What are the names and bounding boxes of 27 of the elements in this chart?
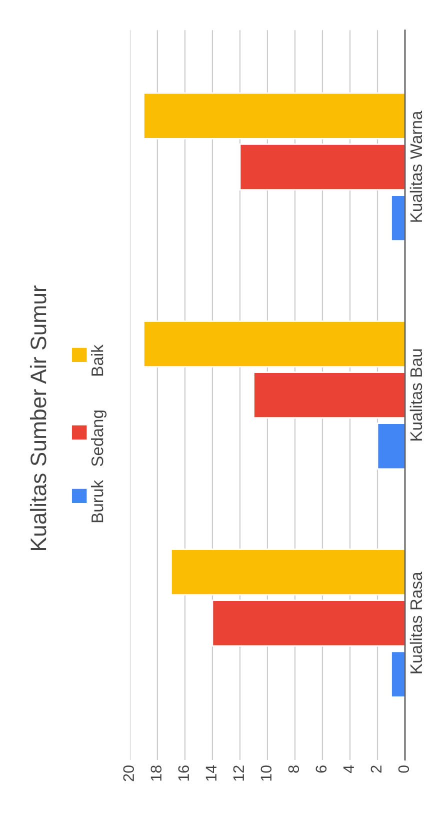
x-tick-label: 4 <box>343 765 354 773</box>
x-tick-label: 18 <box>150 766 162 781</box>
bar <box>253 372 405 419</box>
bar <box>212 600 405 647</box>
text: Kualitas Sumber Air Sumur <box>30 285 46 550</box>
bar <box>170 548 405 596</box>
y-tick-label: Kualitas Bau <box>410 349 422 440</box>
bar <box>376 422 405 470</box>
x-tick-label: 0 <box>398 765 410 773</box>
y-tick-label: Kualitas Rasa <box>410 572 422 674</box>
x-tick-label: 20 <box>123 765 134 782</box>
bar <box>390 650 405 698</box>
x-tick-label: 12 <box>233 766 244 781</box>
x-tick-label: 10 <box>260 765 272 781</box>
y-tick-label: Kualitas Warna <box>410 110 422 222</box>
x-tick-label: 2 <box>370 766 382 773</box>
legend-label: Sedang <box>91 410 107 466</box>
legend-label: Baik <box>91 344 104 376</box>
legend-label: Buruk <box>91 480 104 522</box>
x-tick-label: 6 <box>316 766 327 773</box>
bar <box>142 92 405 140</box>
bar <box>390 194 405 242</box>
bar <box>142 320 405 368</box>
x-tick-label: 8 <box>288 766 300 773</box>
x-tick-label: 16 <box>178 766 190 781</box>
bar <box>239 143 405 190</box>
x-tick-label: 14 <box>206 765 216 781</box>
